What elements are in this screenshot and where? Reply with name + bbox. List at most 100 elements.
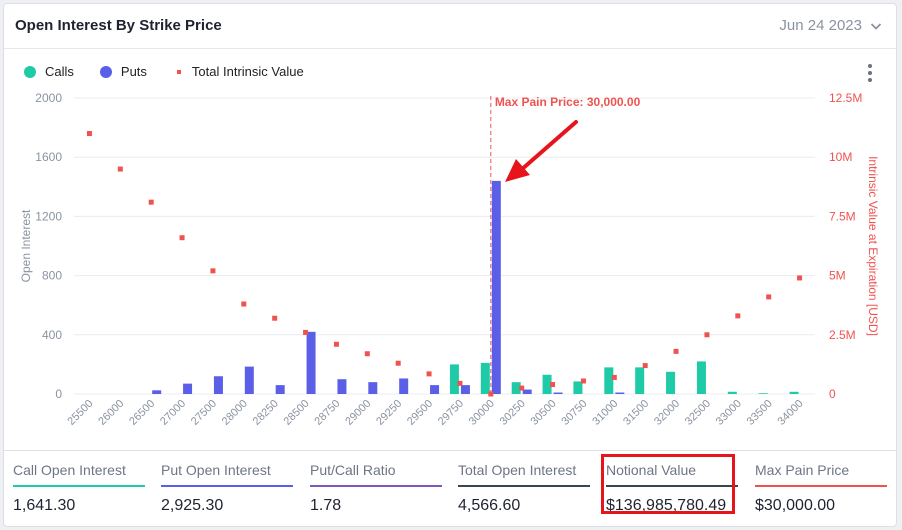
x-tick-label: 32000 [652,398,682,428]
intrinsic-value-point [210,268,216,274]
put-bar [337,379,347,394]
call-bar [635,367,645,394]
legend-item-intrinsic-value[interactable]: Total Intrinsic Value [173,64,304,79]
x-tick-label: 33500 [745,398,775,428]
put-bar [491,180,501,394]
y-right-tick-label: 12.5M [829,91,862,105]
date-value: Jun 24 2023 [779,17,862,34]
chevron-down-icon [870,22,882,30]
put-bar [615,392,625,394]
y-right-tick-label: 0 [829,387,836,401]
open-interest-chart: 2000 1600 1200 800 400 0 12.5M 10M 7.5M 5M 2.5M 0 Op… [19,91,880,428]
intrinsic-value-point [673,348,679,354]
x-tick-label: 30250 [498,398,528,428]
stat-underline [755,485,887,487]
intrinsic-value-point [426,371,432,377]
stat-underline [161,485,293,487]
put-bar [183,383,193,394]
intrinsic-value-point [611,374,617,380]
stat-underline [458,485,590,487]
card-header: Open Interest By Strike Price Jun 24 202… [4,4,896,49]
stat-value: 4,566.60 [458,497,521,514]
x-tick-label: 28750 [312,398,342,428]
y-left-tick-label: 400 [42,328,62,342]
more-options-icon[interactable] [866,64,874,82]
stat-underline [310,485,442,487]
call-bar [666,371,676,394]
y-left-axis-title: Open Interest [19,209,33,282]
put-bar [368,382,378,394]
annotation-arrow-shaft [519,120,578,172]
legend-item-calls[interactable]: Calls [24,64,74,79]
legend-label: Puts [120,64,147,79]
x-tick-label: 33000 [714,398,744,428]
y-right-tick-label: 10M [829,150,852,164]
y-left-tick-label: 1600 [35,150,62,164]
y-right-tick-label: 5M [829,269,846,283]
y-left-tick-label: 1200 [35,209,62,223]
stat-max-pain-price: Max Pain Price $30,000.00 [746,451,887,526]
call-bar [758,393,768,394]
call-bar [789,391,799,394]
x-tick-label: 27500 [189,398,219,428]
put-bar [430,385,440,394]
stat-underline [13,485,145,487]
intrinsic-value-point [241,301,247,307]
legend-label: Total Intrinsic Value [191,64,304,79]
call-bar [727,391,737,394]
intrinsic-value-point [333,341,339,347]
stat-put-call-ratio: Put/Call Ratio 1.78 [301,451,442,526]
call-bar [542,374,552,394]
put-bar [244,366,254,394]
stat-value: $30,000.00 [755,497,836,514]
y-right-tick-label: 2.5M [829,328,856,342]
intrinsic-value-point [704,332,710,338]
intrinsic-value-point [86,131,92,137]
stat-label: Call Open Interest [13,462,126,478]
x-tick-label: 31000 [590,398,620,428]
put-bar [275,385,285,394]
intrinsic-value-point [766,294,772,300]
call-bar [511,382,521,394]
stat-value: 1.78 [310,497,342,514]
legend-label: Calls [45,64,74,79]
puts-legend-marker [99,65,112,78]
intrinsic-value-point [457,380,463,386]
date-selector[interactable]: Jun 24 2023 [779,17,882,34]
max-pain-label: Max Pain Price: 30,000.00 [495,95,641,109]
y-left-tick-label: 800 [42,269,62,283]
intrinsic-value-point [550,382,556,388]
x-tick-label: 28250 [251,398,281,428]
intrinsic-value-point [272,315,278,321]
stat-label: Notional Value [606,462,697,478]
intrinsic-legend-marker [176,69,181,74]
y-right-tick-label: 7.5M [829,209,856,223]
x-tick-label: 30750 [559,398,589,428]
x-tick-label: 28000 [220,398,250,428]
stat-label: Max Pain Price [755,462,850,478]
x-tick-label: 26500 [127,398,157,428]
stat-put-open-interest: Put Open Interest 2,925.30 [152,451,293,526]
call-bar [573,381,583,394]
intrinsic-value-point [179,235,185,241]
call-bar [604,367,614,394]
stats-row: Call Open Interest 1,641.30 Put Open Int… [4,450,896,526]
y-left-tick-label: 2000 [35,91,62,105]
stat-call-open-interest: Call Open Interest 1,641.30 [4,451,145,526]
chart-legend: Calls Puts Total Intrinsic Value [24,64,330,79]
x-tick-label: 28500 [282,398,312,428]
intrinsic-value-point [797,275,803,281]
legend-item-puts[interactable]: Puts [99,64,147,79]
put-bar [553,392,563,394]
intrinsic-value-point [395,360,401,366]
intrinsic-value-point [580,378,586,384]
stat-notional-value: Notional Value $136,985,780.49 [597,451,738,526]
y-right-axis-title: Intrinsic Value at Expiration [USD] [866,156,880,336]
x-tick-label: 30500 [529,398,559,428]
stat-label: Total Open Interest [458,462,577,478]
open-interest-card: Open Interest By Strike Price Jun 24 202… [3,3,897,527]
x-tick-label: 27000 [158,398,188,428]
x-tick-label: 30000 [467,398,497,428]
stat-total-open-interest: Total Open Interest 4,566.60 [449,451,590,526]
intrinsic-value-point [642,363,648,369]
